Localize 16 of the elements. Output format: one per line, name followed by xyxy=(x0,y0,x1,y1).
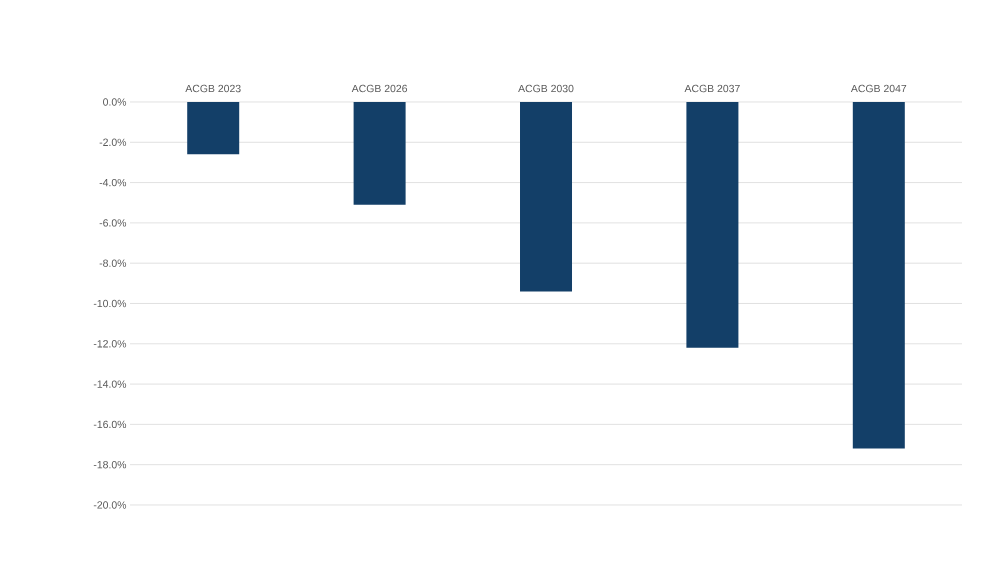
y-tick-label: -16.0% xyxy=(93,420,127,429)
y-tick-label: -20.0% xyxy=(93,501,127,509)
y-tick-label: -10.0% xyxy=(93,299,127,308)
y-tick-label: -6.0% xyxy=(99,219,127,227)
x-tick-label: ACGB 2023 xyxy=(185,84,241,93)
y-tick-label: -4.0% xyxy=(99,178,127,187)
y-tick-label: 0.0% xyxy=(103,98,127,106)
y-tick-label: -18.0% xyxy=(93,460,127,469)
x-tick-label: ACGB 2037 xyxy=(684,84,740,93)
x-tick-label: ACGB 2047 xyxy=(850,84,907,93)
y-tick-label: -12.0% xyxy=(93,340,127,348)
y-tick-label: -14.0% xyxy=(93,380,127,388)
x-tick-label: ACGB 2026 xyxy=(351,84,408,93)
y-tick-label: -2.0% xyxy=(99,138,127,146)
y-tick-label: -8.0% xyxy=(99,259,127,267)
x-tick-label: ACGB 2030 xyxy=(518,84,574,93)
